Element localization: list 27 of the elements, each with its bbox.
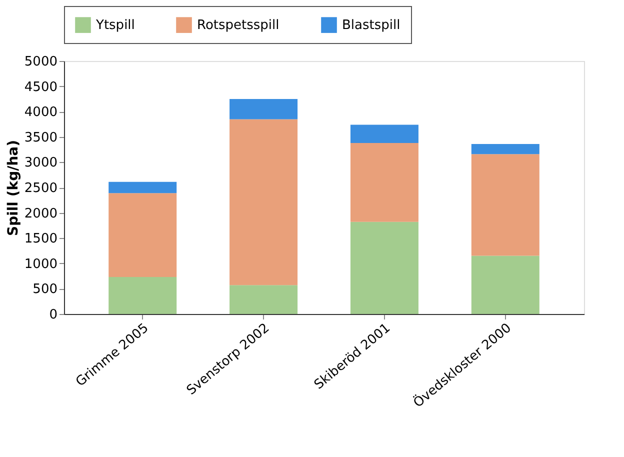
bar [108, 277, 177, 314]
y-tick-label: 1500 [24, 232, 58, 247]
legend-label: Rotspetsspill [197, 18, 280, 34]
y-tick-label: 3000 [24, 156, 58, 171]
bar [350, 124, 418, 143]
bar [108, 182, 177, 194]
legend-label: Ytspill [95, 18, 135, 34]
y-tick-label: 5000 [24, 54, 58, 70]
bar [230, 119, 298, 286]
y-tick-label: 2500 [24, 181, 58, 196]
bar [471, 154, 540, 256]
y-axis-title: Spill (kg/ha) [5, 140, 22, 236]
bar [108, 193, 177, 278]
bar [230, 285, 298, 314]
bar [471, 256, 540, 314]
y-tick-label: 0 [49, 308, 58, 322]
legend-label: Blastspill [342, 18, 400, 34]
y-tick-label: 3500 [24, 130, 58, 146]
bar [350, 222, 418, 314]
y-tick-label: 4000 [24, 105, 58, 120]
bar [230, 98, 298, 120]
y-tick-label: 4500 [24, 80, 58, 95]
bar [471, 144, 540, 154]
y-tick-label: 500 [32, 282, 58, 298]
bar [350, 142, 418, 222]
y-tick-label: 2000 [24, 206, 58, 222]
y-tick-label: 1000 [24, 256, 58, 272]
